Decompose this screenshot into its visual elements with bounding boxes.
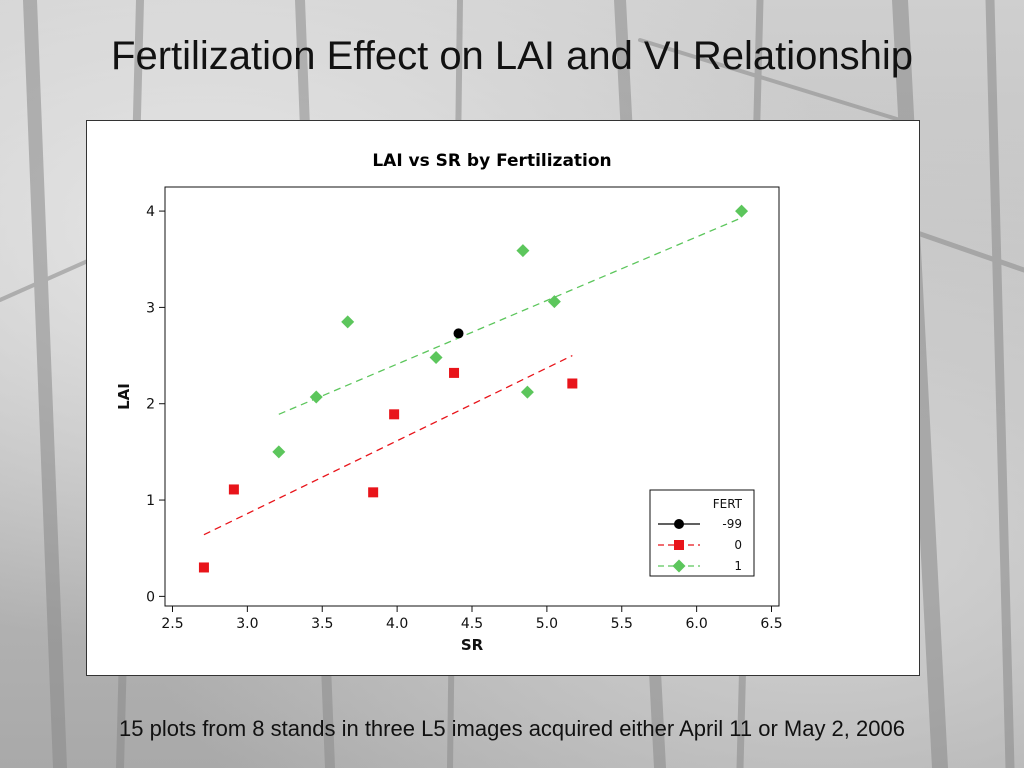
data-point-fert-1 <box>516 244 530 258</box>
data-point-fert-0 <box>389 409 400 420</box>
y-tick-label: 1 <box>146 493 155 509</box>
data-point-fert-0 <box>228 484 239 495</box>
x-tick-label: 6.0 <box>686 616 708 632</box>
x-tick-label: 4.5 <box>461 616 483 632</box>
data-point-fert-1 <box>547 295 561 309</box>
fit-line-fert-0 <box>203 354 573 536</box>
legend-marker-fert-0 <box>674 540 684 550</box>
x-tick-label: 4.0 <box>386 616 408 632</box>
chart-panel: LAI vs SR by Fertilization 2.5 3.0 3.5 4.0 4.… <box>86 120 920 676</box>
data-point-fert-1 <box>272 445 286 459</box>
x-tick-label: 2.5 <box>161 616 183 632</box>
legend-title: FERT <box>713 497 743 511</box>
data-point-fert-1 <box>735 204 749 218</box>
legend-label-fert-0: 0 <box>734 538 742 552</box>
y-axis-label: LAI <box>115 383 133 410</box>
y-tick-label: 0 <box>146 589 155 605</box>
data-point-fert-0 <box>449 367 460 378</box>
slide-caption: 15 plots from 8 stands in three L5 image… <box>119 716 905 741</box>
x-axis-label: SR <box>461 636 484 654</box>
data-point-fert-0 <box>198 562 209 573</box>
x-tick-label: 5.5 <box>611 616 633 632</box>
data-point-fert-0 <box>368 487 379 498</box>
y-tick-label: 4 <box>146 204 155 220</box>
chart-title: LAI vs SR by Fertilization <box>372 151 611 171</box>
x-tick-label: 3.0 <box>236 616 258 632</box>
legend-label-fert--99: -99 <box>722 517 742 531</box>
x-tick-label: 5.0 <box>536 616 558 632</box>
data-point-fert--99 <box>453 328 464 339</box>
data-point-fert-1 <box>520 385 534 399</box>
data-point-fert-1 <box>341 315 355 329</box>
data-point-fert-1 <box>309 390 323 404</box>
x-tick-label: 6.5 <box>760 616 782 632</box>
data-point-fert-0 <box>567 378 578 389</box>
scatter-chart: LAI vs SR by Fertilization 2.5 3.0 3.5 4.0 4.… <box>115 151 783 654</box>
x-tick-label: 3.5 <box>311 616 333 632</box>
data-point-fert-1 <box>429 350 443 364</box>
y-tick-label: 2 <box>146 397 155 413</box>
legend-marker-fert--99 <box>674 519 684 529</box>
y-tick-label: 3 <box>146 300 155 316</box>
legend-marker-fert-1 <box>672 559 686 573</box>
legend-label-fert-1: 1 <box>734 559 742 573</box>
legend-box <box>649 489 755 577</box>
slide-title: Fertilization Effect on LAI and VI Relat… <box>111 34 913 78</box>
